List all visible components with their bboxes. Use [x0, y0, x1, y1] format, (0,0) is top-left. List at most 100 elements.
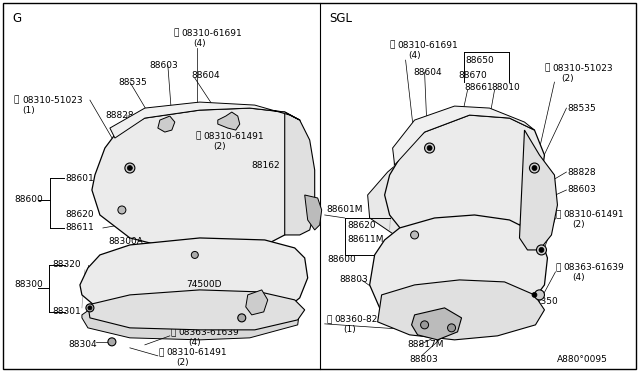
Text: (2): (2)	[212, 141, 225, 151]
Polygon shape	[520, 130, 557, 250]
Polygon shape	[218, 112, 240, 130]
Polygon shape	[378, 280, 545, 340]
Text: 88817M: 88817M	[408, 340, 444, 349]
Text: 08310-61491: 08310-61491	[167, 348, 227, 357]
Text: 88603: 88603	[568, 186, 596, 195]
Circle shape	[427, 145, 432, 151]
Text: 88650: 88650	[465, 56, 494, 65]
Circle shape	[125, 163, 135, 173]
Text: 88620: 88620	[65, 211, 93, 219]
Text: 88803: 88803	[410, 355, 438, 364]
Polygon shape	[412, 308, 461, 340]
Text: 88981: 88981	[196, 305, 225, 314]
Circle shape	[447, 324, 456, 332]
Text: 08363-61639: 08363-61639	[563, 263, 624, 272]
Text: 88601M: 88601M	[326, 205, 363, 215]
Text: 08310-61491: 08310-61491	[204, 132, 264, 141]
Text: Ⓢ: Ⓢ	[159, 348, 164, 357]
Text: 08363-61639: 08363-61639	[179, 328, 239, 337]
Text: (4): (4)	[193, 39, 205, 48]
Text: 88828: 88828	[568, 167, 596, 176]
Text: (4): (4)	[188, 339, 200, 347]
Text: 88304: 88304	[68, 340, 97, 349]
Text: 88803: 88803	[340, 275, 369, 285]
Polygon shape	[370, 215, 547, 325]
Text: Ⓢ: Ⓢ	[174, 29, 179, 38]
Polygon shape	[110, 102, 300, 138]
Circle shape	[88, 306, 92, 310]
Text: 88604: 88604	[413, 68, 442, 77]
Text: 88620: 88620	[348, 221, 376, 231]
Text: (2): (2)	[561, 74, 574, 83]
Text: 88611M: 88611M	[348, 235, 384, 244]
Text: Ⓢ: Ⓢ	[171, 328, 176, 337]
Text: 88603: 88603	[150, 61, 179, 70]
Text: SGL: SGL	[330, 12, 353, 25]
Circle shape	[86, 304, 94, 312]
Text: 88162: 88162	[252, 161, 280, 170]
Circle shape	[127, 166, 132, 170]
Text: 88535: 88535	[568, 103, 596, 113]
Text: 88301: 88301	[52, 307, 81, 316]
Polygon shape	[92, 108, 305, 250]
Text: 88601: 88601	[65, 173, 93, 183]
Text: A880°0095: A880°0095	[557, 355, 607, 364]
Text: 88670: 88670	[458, 71, 487, 80]
Text: 08360-82098: 08360-82098	[335, 315, 396, 324]
Text: Ⓢ: Ⓢ	[390, 41, 395, 49]
Text: (1): (1)	[22, 106, 35, 115]
Text: 88535: 88535	[118, 78, 147, 87]
Polygon shape	[392, 106, 534, 165]
Text: 88010: 88010	[492, 83, 520, 92]
Circle shape	[424, 143, 435, 153]
Text: Ⓢ: Ⓢ	[14, 96, 19, 105]
Text: (4): (4)	[408, 51, 421, 60]
Text: (1): (1)	[344, 326, 356, 334]
Circle shape	[118, 206, 126, 214]
Circle shape	[420, 321, 429, 329]
Polygon shape	[158, 116, 175, 132]
Text: (2): (2)	[572, 221, 585, 230]
Text: G: G	[12, 12, 21, 25]
Text: 08310-51023: 08310-51023	[552, 64, 613, 73]
Text: 88611: 88611	[65, 224, 93, 232]
Text: 88661: 88661	[465, 83, 493, 92]
Circle shape	[191, 251, 198, 259]
Circle shape	[238, 314, 246, 322]
Text: Ⓢ: Ⓢ	[545, 64, 550, 73]
Circle shape	[534, 290, 545, 300]
Text: 88828: 88828	[105, 110, 134, 119]
Circle shape	[536, 245, 547, 255]
Text: 88320: 88320	[52, 260, 81, 269]
Polygon shape	[367, 145, 449, 235]
Text: Ⓢ: Ⓢ	[556, 211, 561, 219]
Polygon shape	[80, 238, 308, 318]
Text: 88604: 88604	[192, 71, 220, 80]
Polygon shape	[285, 112, 315, 235]
Text: 88300A: 88300A	[108, 237, 143, 246]
Circle shape	[529, 163, 540, 173]
Text: 08310-61491: 08310-61491	[563, 211, 624, 219]
Text: 88350: 88350	[529, 297, 558, 307]
Polygon shape	[246, 290, 268, 315]
Circle shape	[539, 247, 544, 253]
Text: Ⓢ: Ⓢ	[556, 263, 561, 272]
Polygon shape	[82, 295, 300, 340]
Text: Ⓢ: Ⓢ	[196, 132, 201, 141]
Text: 88600: 88600	[328, 256, 356, 264]
Text: (4): (4)	[572, 273, 585, 282]
Circle shape	[532, 166, 537, 170]
Polygon shape	[305, 195, 322, 230]
Text: 88600: 88600	[14, 196, 43, 205]
Circle shape	[532, 292, 537, 297]
Text: 08310-61691: 08310-61691	[182, 29, 243, 38]
Text: 08310-51023: 08310-51023	[22, 96, 83, 105]
Text: (2): (2)	[176, 358, 188, 367]
Polygon shape	[88, 290, 305, 330]
Circle shape	[108, 338, 116, 346]
Text: 08310-61691: 08310-61691	[397, 41, 458, 49]
Polygon shape	[385, 115, 545, 255]
Text: 74500D: 74500D	[186, 280, 221, 289]
Text: Ⓢ: Ⓢ	[326, 315, 332, 324]
Text: 88350: 88350	[196, 294, 225, 302]
